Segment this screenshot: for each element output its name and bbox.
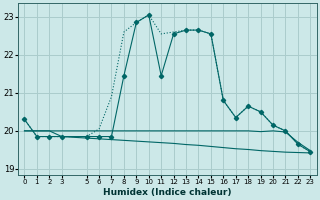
X-axis label: Humidex (Indice chaleur): Humidex (Indice chaleur) <box>103 188 232 197</box>
